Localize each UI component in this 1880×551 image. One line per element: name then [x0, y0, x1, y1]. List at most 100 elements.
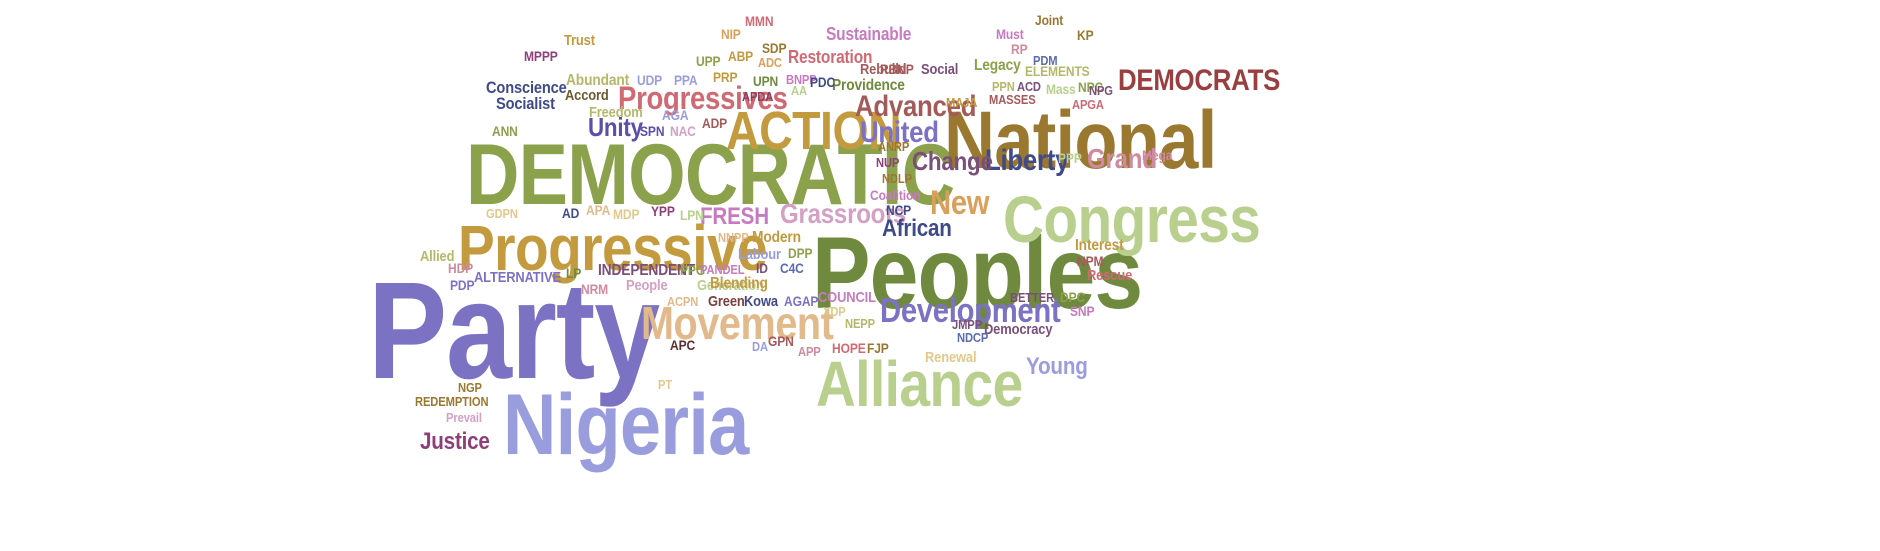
word-rbnp: RBNP [880, 61, 914, 77]
word-progressives: Progressives [618, 80, 788, 116]
word-people: People [626, 277, 668, 294]
word-nip: NIP [721, 26, 741, 42]
word-rp: RP [1011, 41, 1028, 57]
word-liberty: Liberty [985, 144, 1070, 177]
word-blending: Blending [710, 275, 768, 292]
word-nnpp: NNPP [718, 230, 749, 245]
word-democracy: Democracy [984, 321, 1053, 338]
word-nup: NUP [876, 155, 900, 170]
word-mppp: MPPP [524, 48, 558, 64]
word-coalition: Coalition [870, 187, 921, 203]
word-independent: INDEPENDENT [598, 262, 696, 279]
word-mass: Mass [1046, 81, 1076, 97]
word-ann: ANN [492, 123, 518, 139]
word-better: BETTER [1010, 290, 1055, 305]
word-progressive: Progressive [458, 212, 768, 284]
word-apc: APC [670, 337, 696, 353]
word-fresh: FRESH [700, 203, 769, 230]
word-interest: Interest [1075, 237, 1124, 254]
word-pt: PT [658, 377, 673, 392]
word-nrm: NRM [581, 281, 609, 297]
word-conscience: Conscience [486, 78, 567, 97]
word-upn: UPN [753, 73, 779, 89]
word-grand: Grand [1087, 143, 1157, 174]
word-ndlp: NDLP [882, 171, 912, 186]
word-da: DA [752, 339, 768, 354]
word-nac: NAC [670, 123, 696, 139]
word-aa: AA [791, 83, 807, 98]
word-freedom: Freedom [589, 104, 643, 121]
word-snp: SNP [1070, 303, 1095, 319]
word-gpn: GPN [768, 333, 794, 349]
word-development: Development [880, 292, 1061, 330]
word-dpp: DPP [788, 245, 813, 261]
word-action: ACTION [726, 101, 902, 161]
word-aga: AGA [662, 107, 689, 123]
word-lpn: LPN [680, 207, 704, 223]
word-new: New [930, 184, 990, 222]
word-rebuild: Rebuild [860, 61, 907, 78]
word-maja: MAJA [946, 95, 978, 110]
word-anrp: ANRP [878, 139, 910, 154]
word-council: COUNCIL [818, 289, 876, 306]
word-justice: Justice [420, 428, 490, 455]
word-ngp: NGP [458, 380, 482, 395]
word-upp: UPP [696, 53, 721, 69]
word-apda: APDA [742, 89, 774, 104]
word-change: Change [912, 146, 993, 176]
word-mmn: MMN [745, 13, 774, 29]
word-udp: UDP [637, 72, 663, 88]
word-labour: Labour [738, 246, 781, 263]
word-abundant: Abundant [566, 72, 630, 89]
word-advanced: Advanced [855, 90, 977, 123]
word-alternative: ALTERNATIVE [474, 269, 561, 286]
word-ndcp: NDCP [957, 330, 989, 345]
word-movement: Movement [641, 297, 834, 349]
word-social: Social [921, 61, 959, 78]
word-sustainable: Sustainable [826, 24, 912, 44]
word-rescue: Rescue [1087, 267, 1133, 284]
word-adp: ADP [702, 115, 728, 131]
word-masses: MASSES [989, 92, 1036, 107]
word-ppg: PPG [680, 262, 706, 278]
word-ncp: NCP [886, 202, 912, 218]
word-spn: SPN [640, 123, 665, 139]
word-peoples: Peoples [812, 216, 1143, 330]
word-legacy: Legacy [974, 57, 1021, 74]
word-agap: AGAP [784, 293, 819, 309]
word-generation: Generation [697, 277, 764, 294]
word-acpn: ACPN [667, 294, 699, 309]
word-hope: HOPE [832, 340, 866, 356]
word-grassroots: Grassroots [780, 198, 907, 229]
word-pdm: PDM [1033, 53, 1058, 68]
word-hdp: HDP [448, 260, 474, 276]
word-pandel: PANDEL [700, 262, 745, 277]
word-npm: NPM [1077, 253, 1104, 269]
word-elements: ELEMENTS [1025, 63, 1090, 79]
word-apa: APA [586, 202, 611, 218]
word-kowa: Kowa [744, 293, 778, 310]
word-fjp: FJP [867, 340, 889, 356]
word-restoration: Restoration [788, 47, 873, 67]
word-ad: AD [562, 205, 580, 221]
word-pdp: PDP [450, 277, 475, 293]
word-id: ID [756, 260, 768, 276]
word-socialist: Socialist [496, 94, 555, 113]
word-nigeria: Nigeria [503, 377, 749, 473]
word-providence: Providence [832, 77, 905, 94]
word-trust: Trust [564, 32, 595, 49]
word-lp: LP [566, 265, 582, 281]
word-united: United [860, 116, 939, 149]
word-sdp: SDP [762, 40, 787, 56]
word-ppn: PPN [992, 79, 1015, 94]
word-alliance: Alliance [816, 348, 1023, 420]
word-modern: Modern [752, 229, 801, 246]
word-allied: Allied [420, 248, 455, 265]
word-renewal: Renewal [925, 349, 977, 366]
word-npg: NPG [1089, 83, 1113, 98]
word-democrats: DEMOCRATS [1118, 64, 1281, 97]
word-national: National [944, 95, 1217, 186]
word-joint: Joint [1035, 12, 1064, 28]
word-party: Party [368, 254, 660, 408]
